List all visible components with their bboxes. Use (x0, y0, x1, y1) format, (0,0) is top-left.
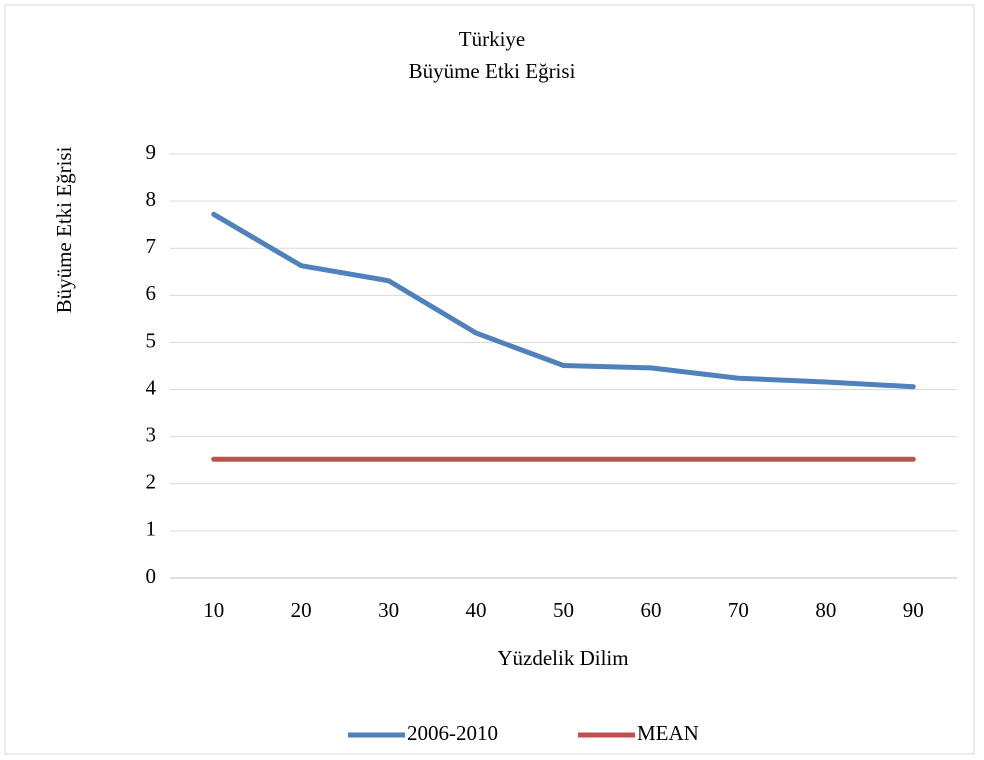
x-tick-label: 80 (815, 598, 836, 622)
y-tick-label: 5 (146, 328, 157, 352)
y-tick-label: 9 (146, 140, 157, 164)
x-tick-label: 30 (378, 598, 399, 622)
legend-label: 2006-2010 (407, 721, 498, 745)
x-tick-label: 60 (640, 598, 661, 622)
chart-title: Türkiye (459, 27, 525, 51)
x-tick-label: 20 (291, 598, 312, 622)
y-tick-label: 8 (146, 187, 157, 211)
x-tick-label: 90 (903, 598, 924, 622)
y-tick-label: 4 (146, 375, 157, 399)
chart-subtitle: Büyüme Etki Eğrisi (409, 59, 576, 83)
legend-label: MEAN (637, 721, 699, 745)
y-tick-label: 2 (146, 470, 157, 494)
x-tick-label: 10 (203, 598, 224, 622)
y-axis-label: Büyüme Etki Eğrisi (52, 146, 76, 313)
x-axis-label: Yüzdelik Dilim (497, 646, 628, 670)
x-tick-label: 50 (553, 598, 574, 622)
x-tick-label: 40 (466, 598, 487, 622)
y-tick-label: 6 (146, 281, 157, 305)
y-tick-label: 0 (146, 564, 157, 588)
y-tick-label: 3 (146, 422, 157, 446)
y-tick-label: 1 (146, 517, 157, 541)
x-tick-label: 70 (728, 598, 749, 622)
y-tick-label: 7 (146, 234, 157, 258)
series-line (211, 211, 916, 390)
